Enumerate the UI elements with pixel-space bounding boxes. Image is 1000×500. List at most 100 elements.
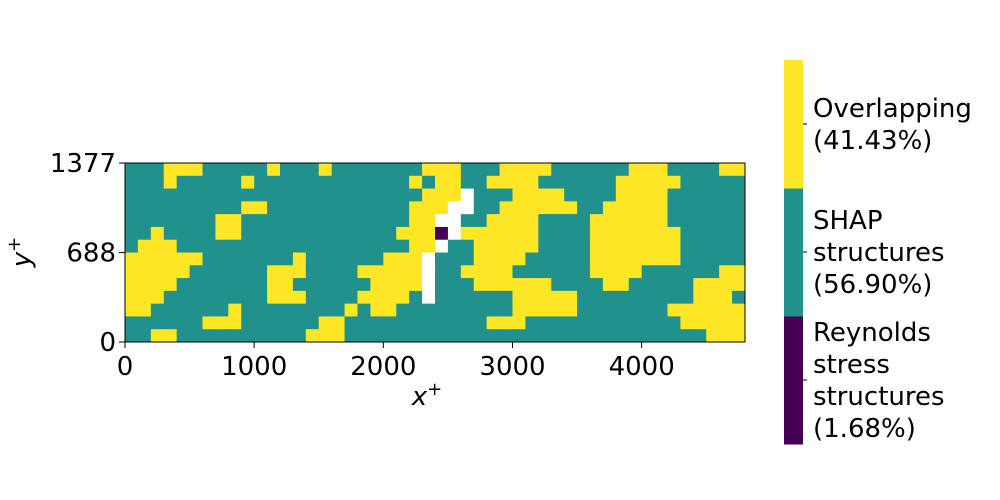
heatmap-cell xyxy=(344,163,358,177)
heatmap-cell xyxy=(615,252,630,266)
colorbar-labels: Reynolds stress structures (1.68%) SHAP struc… xyxy=(813,94,972,444)
heatmap-cell xyxy=(473,316,488,330)
heatmap-cell xyxy=(615,265,630,279)
heatmap-cell xyxy=(254,316,268,330)
heatmap-cell xyxy=(590,303,604,317)
heatmap-cell xyxy=(228,201,242,215)
heatmap-cell xyxy=(667,163,681,177)
heatmap-cell xyxy=(292,226,307,241)
heatmap-cell xyxy=(577,252,591,266)
heatmap-cell xyxy=(447,252,462,266)
heatmap-cell xyxy=(473,214,488,228)
heatmap-cell xyxy=(189,163,203,177)
heatmap-cell xyxy=(473,252,488,266)
heatmap-cell xyxy=(654,201,668,215)
heatmap-cell xyxy=(409,226,423,241)
heatmap-cell xyxy=(422,226,436,241)
heatmap-cell xyxy=(163,163,178,177)
heatmap-cell xyxy=(551,290,565,305)
heatmap-cell xyxy=(280,239,294,253)
heatmap-cell xyxy=(667,290,681,305)
heatmap-cell xyxy=(189,316,203,330)
heatmap-cell xyxy=(137,201,152,215)
heatmap-cell xyxy=(732,163,746,177)
heatmap-cell xyxy=(447,265,462,279)
heatmap-cell xyxy=(577,214,591,228)
heatmap-cell xyxy=(241,175,255,189)
heatmap-cell xyxy=(693,175,707,189)
heatmap-cell xyxy=(538,226,552,241)
heatmap-cell xyxy=(331,163,345,177)
heatmap-cell xyxy=(254,329,268,343)
heatmap-cell xyxy=(137,329,152,343)
heatmap-cell xyxy=(538,214,552,228)
heatmap-cell xyxy=(396,175,410,189)
heatmap-cell xyxy=(641,278,655,292)
heatmap-cell xyxy=(331,303,345,317)
heatmap-cell xyxy=(473,163,488,177)
colorbar-label: Reynolds stress structures (1.68%) xyxy=(813,318,945,444)
heatmap-cell xyxy=(667,226,681,241)
heatmap-cell xyxy=(719,201,733,215)
heatmap-cell xyxy=(150,265,165,279)
heatmap-cell xyxy=(396,303,410,317)
heatmap-cell xyxy=(318,316,333,330)
heatmap-cell xyxy=(267,252,281,266)
heatmap-cell xyxy=(383,226,397,241)
heatmap-cell xyxy=(654,316,668,330)
heatmap-cell xyxy=(732,175,746,189)
heatmap-cell xyxy=(654,163,668,177)
heatmap-cell xyxy=(693,214,707,228)
heatmap-cell xyxy=(344,265,358,279)
heatmap-cell xyxy=(615,214,630,228)
heatmap-cell xyxy=(667,329,681,343)
heatmap-cell xyxy=(125,214,139,228)
heatmap-cell xyxy=(202,214,216,228)
heatmap-cell xyxy=(409,265,423,279)
heatmap-cell xyxy=(318,329,333,343)
heatmap-cell xyxy=(357,316,371,330)
heatmap-cell xyxy=(318,214,333,228)
heatmap-cell xyxy=(486,265,500,279)
heatmap-cell xyxy=(615,201,630,215)
heatmap-cell xyxy=(215,303,229,317)
heatmap-cell xyxy=(137,303,152,317)
heatmap-cell xyxy=(512,329,526,343)
heatmap-cell xyxy=(383,278,397,292)
heatmap-cell xyxy=(564,316,578,330)
heatmap-cell xyxy=(305,188,320,202)
heatmap-cell xyxy=(176,329,190,343)
heatmap-cell xyxy=(163,316,178,330)
heatmap-cell xyxy=(447,201,462,215)
heatmap-cell xyxy=(654,329,668,343)
heatmap-cell xyxy=(680,226,694,241)
heatmap-cell xyxy=(732,239,746,253)
heatmap-cell xyxy=(241,265,255,279)
heatmap-cell xyxy=(228,163,242,177)
heatmap-cell xyxy=(435,278,449,292)
heatmap-cell xyxy=(525,316,539,330)
heatmap-cell xyxy=(396,316,410,330)
heatmap-cell xyxy=(292,239,307,253)
heatmap-cell xyxy=(538,175,552,189)
heatmap-cell xyxy=(512,201,526,215)
heatmap-cell xyxy=(641,201,655,215)
heatmap-cell xyxy=(137,278,152,292)
heatmap-cell xyxy=(641,175,655,189)
heatmap-cell xyxy=(435,252,449,266)
heatmap-cell xyxy=(409,214,423,228)
heatmap-cell xyxy=(680,252,694,266)
heatmap-cell xyxy=(654,278,668,292)
colorbar-label: Overlapping (41.43%) xyxy=(813,94,972,156)
heatmap-cell xyxy=(137,214,152,228)
heatmap-cell xyxy=(732,278,746,292)
heatmap-cell xyxy=(305,303,320,317)
heatmap-cell xyxy=(615,175,630,189)
heatmap-cell xyxy=(189,175,203,189)
heatmap-cell xyxy=(396,290,410,305)
heatmap-cell xyxy=(280,163,294,177)
heatmap-cell xyxy=(486,252,500,266)
heatmap-cell xyxy=(254,290,268,305)
heatmap-cell xyxy=(344,226,358,241)
